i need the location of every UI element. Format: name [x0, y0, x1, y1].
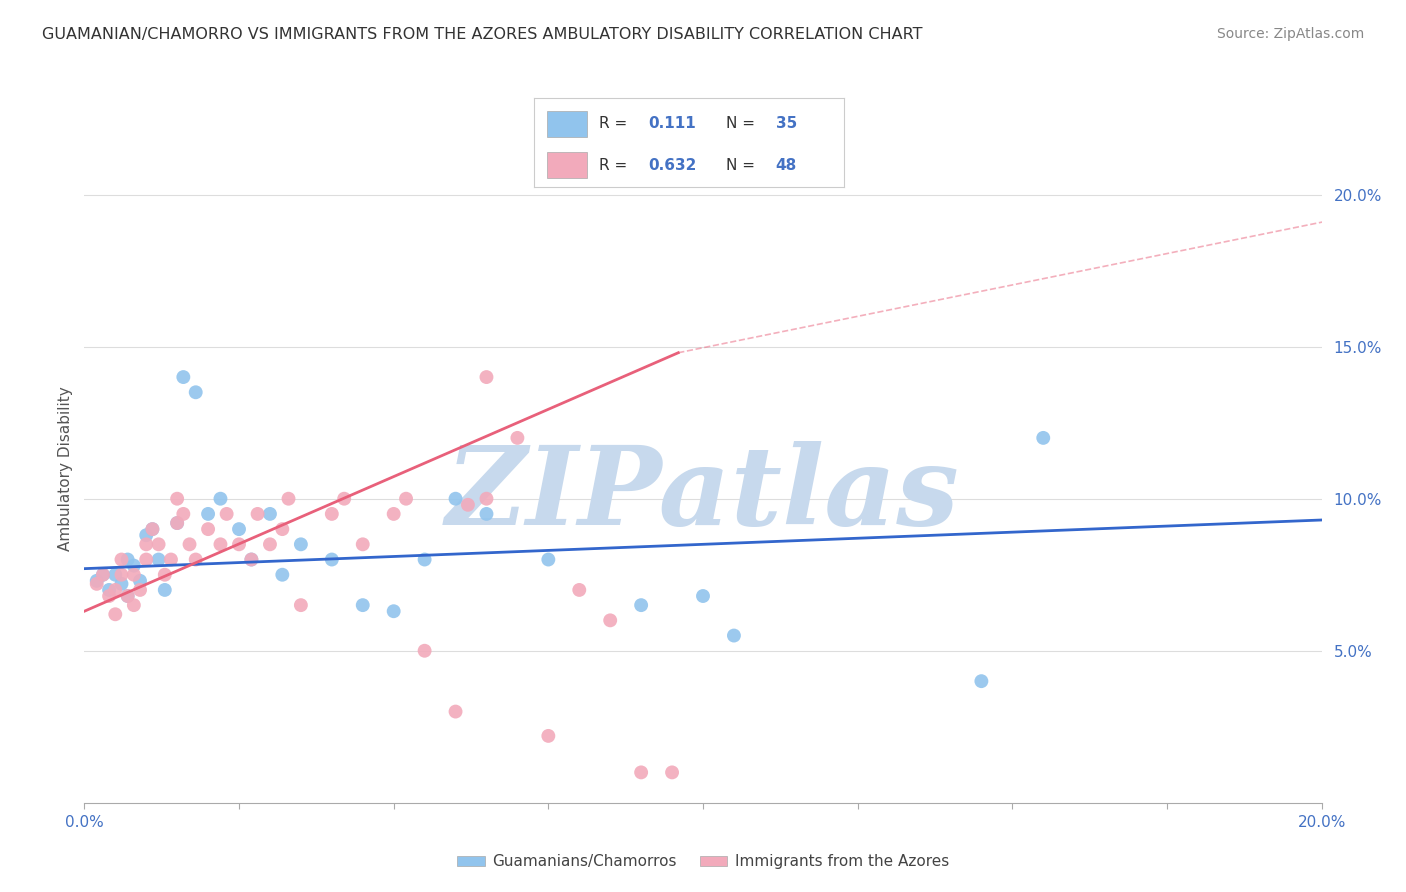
Point: [91, 567, 114, 582]
Point: [122, 598, 145, 612]
Text: GUAMANIAN/CHAMORRO VS IMMIGRANTS FROM THE AZORES AMBULATORY DISABILITY CORRELATI: GUAMANIAN/CHAMORRO VS IMMIGRANTS FROM TH…: [42, 27, 922, 42]
Text: 0.632: 0.632: [648, 158, 697, 172]
Point: [179, 537, 201, 551]
Text: R =: R =: [599, 158, 633, 172]
Point: [110, 567, 132, 582]
Point: [160, 552, 183, 566]
Point: [259, 537, 281, 551]
Point: [382, 507, 405, 521]
Point: [135, 537, 157, 551]
Point: [271, 522, 294, 536]
Point: [86, 574, 108, 588]
Point: [86, 577, 108, 591]
Point: [321, 507, 343, 521]
Point: [184, 552, 207, 566]
Point: [209, 491, 232, 506]
Point: [1032, 431, 1054, 445]
Point: [475, 370, 498, 384]
Point: [290, 598, 312, 612]
Point: [135, 528, 157, 542]
Point: [122, 558, 145, 573]
Point: [209, 537, 232, 551]
Point: [166, 516, 188, 530]
Y-axis label: Ambulatory Disability: Ambulatory Disability: [58, 386, 73, 550]
Point: [692, 589, 714, 603]
Point: [141, 522, 163, 536]
Point: [110, 552, 132, 566]
Point: [259, 507, 281, 521]
Point: [129, 574, 152, 588]
Point: [148, 537, 170, 551]
Text: ZIPatlas: ZIPatlas: [446, 442, 960, 549]
Point: [333, 491, 356, 506]
Text: R =: R =: [599, 117, 633, 131]
Point: [599, 613, 621, 627]
Point: [240, 552, 263, 566]
Point: [91, 567, 114, 582]
Point: [475, 507, 498, 521]
Point: [506, 431, 529, 445]
Text: N =: N =: [725, 158, 759, 172]
Point: [630, 765, 652, 780]
Point: [277, 491, 299, 506]
Point: [166, 516, 188, 530]
Point: [537, 552, 560, 566]
Point: [228, 522, 250, 536]
Point: [117, 552, 139, 566]
Point: [444, 491, 467, 506]
Point: [117, 589, 139, 603]
Point: [122, 567, 145, 582]
Point: [172, 507, 194, 521]
Point: [413, 644, 436, 658]
Point: [352, 598, 374, 612]
Point: [98, 589, 121, 603]
Point: [661, 765, 683, 780]
Point: [104, 582, 127, 597]
Text: N =: N =: [725, 117, 759, 131]
Point: [352, 537, 374, 551]
Text: Source: ZipAtlas.com: Source: ZipAtlas.com: [1216, 27, 1364, 41]
Point: [148, 552, 170, 566]
Point: [104, 607, 127, 622]
Point: [228, 537, 250, 551]
Point: [172, 370, 194, 384]
Text: 48: 48: [776, 158, 797, 172]
Point: [382, 604, 405, 618]
Point: [271, 567, 294, 582]
Point: [197, 522, 219, 536]
Point: [290, 537, 312, 551]
Point: [141, 522, 163, 536]
Point: [153, 582, 176, 597]
Point: [321, 552, 343, 566]
Point: [129, 582, 152, 597]
Point: [135, 552, 157, 566]
Point: [413, 552, 436, 566]
Point: [970, 674, 993, 689]
Legend: Guamanians/Chamorros, Immigrants from the Azores: Guamanians/Chamorros, Immigrants from th…: [451, 848, 955, 875]
Point: [723, 628, 745, 642]
Point: [104, 567, 127, 582]
Point: [537, 729, 560, 743]
Text: 0.111: 0.111: [648, 117, 696, 131]
Point: [568, 582, 591, 597]
Point: [117, 589, 139, 603]
Text: 35: 35: [776, 117, 797, 131]
Point: [457, 498, 479, 512]
Point: [166, 491, 188, 506]
Point: [184, 385, 207, 400]
Point: [110, 577, 132, 591]
FancyBboxPatch shape: [547, 111, 586, 137]
Point: [246, 507, 269, 521]
Point: [98, 582, 121, 597]
Point: [197, 507, 219, 521]
Point: [444, 705, 467, 719]
Point: [153, 567, 176, 582]
Point: [240, 552, 263, 566]
Point: [630, 598, 652, 612]
Point: [215, 507, 238, 521]
FancyBboxPatch shape: [547, 152, 586, 178]
Point: [395, 491, 418, 506]
Point: [475, 491, 498, 506]
